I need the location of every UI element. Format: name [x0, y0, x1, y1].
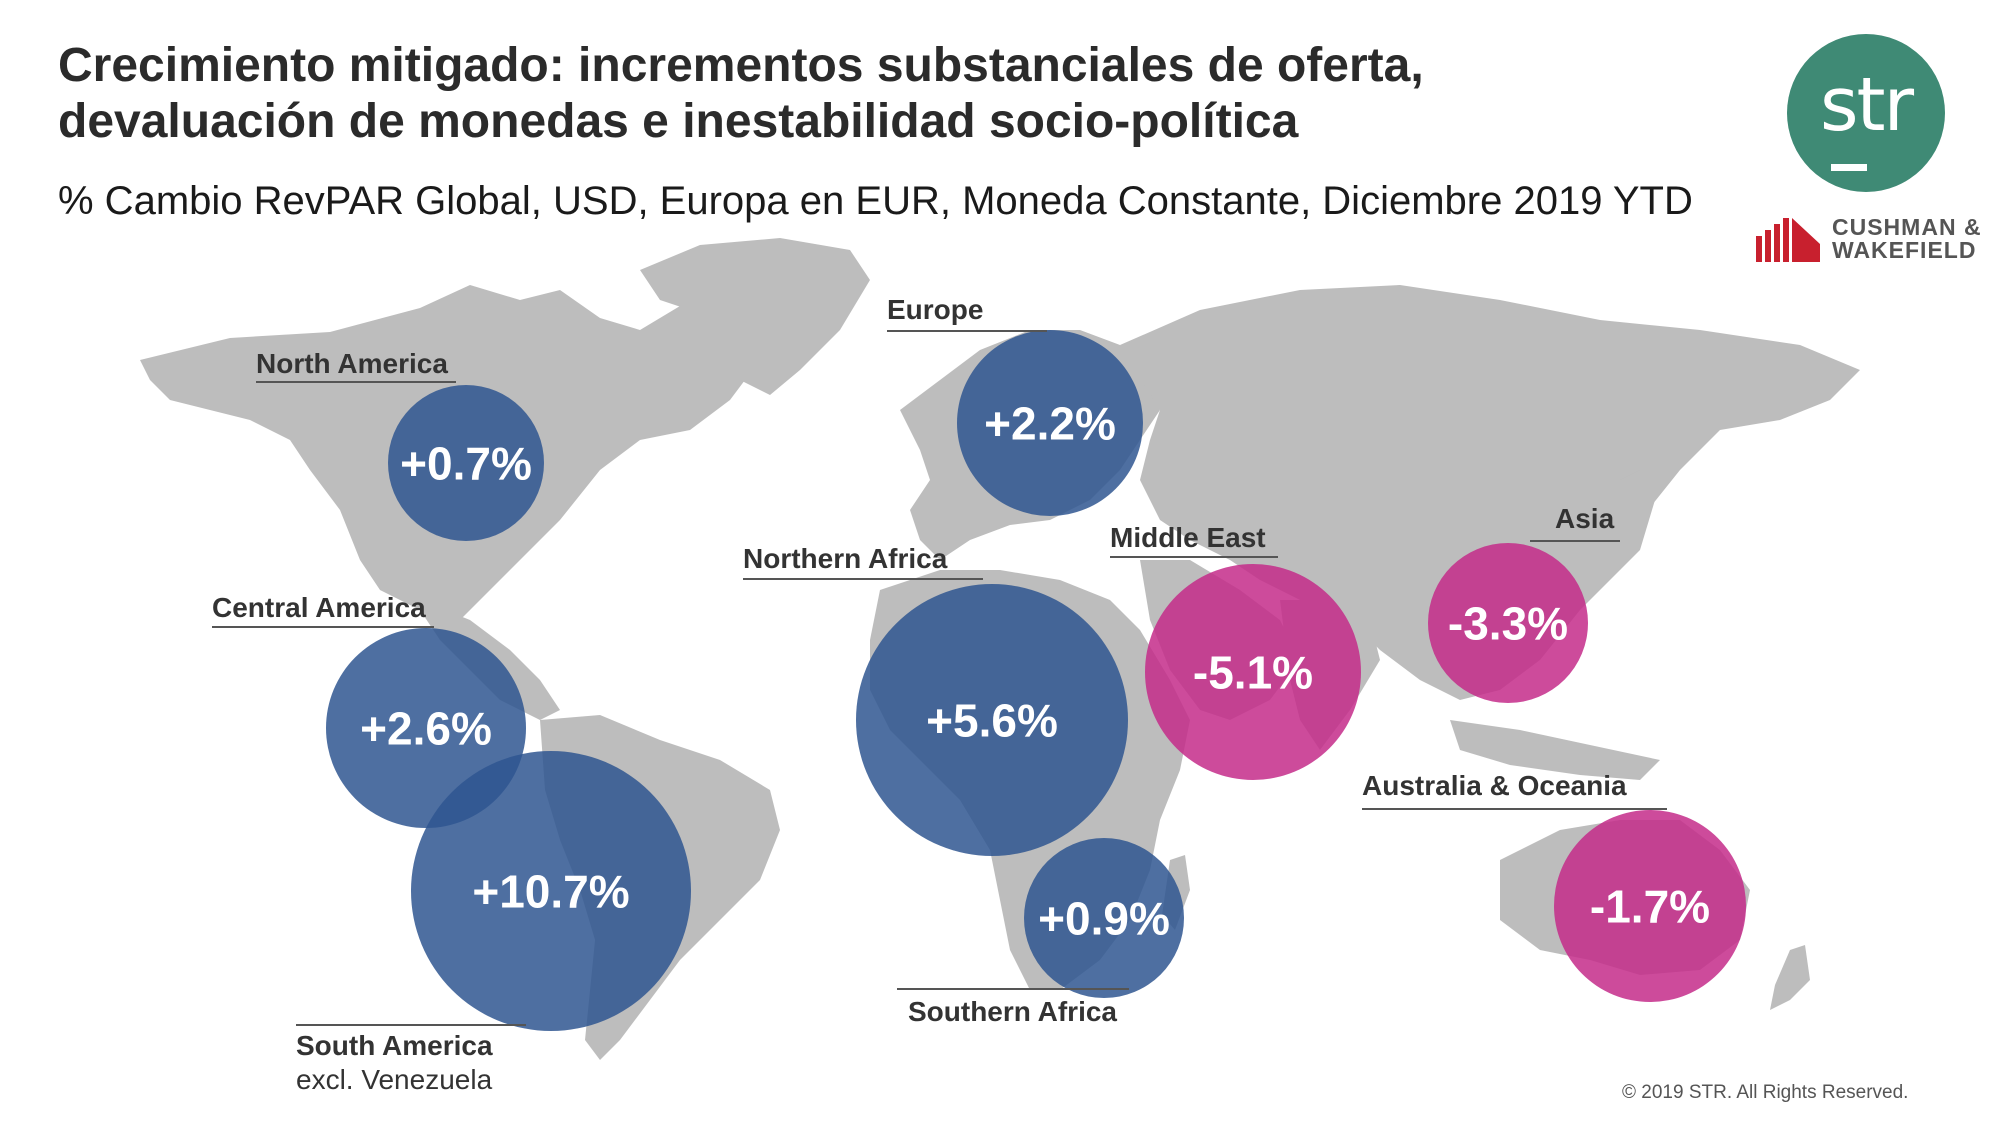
bubble-southern-africa — [1024, 838, 1184, 998]
southeast-asia-islands-land — [1450, 720, 1660, 780]
note-south-america: excl. Venezuela — [296, 1064, 493, 1095]
str-logo-underline — [1831, 164, 1867, 171]
leader-southern-africa — [897, 988, 1129, 990]
greenland-land — [640, 238, 870, 395]
value-northern-africa: +5.6% — [926, 695, 1058, 747]
copyright-notice: © 2019 STR. All Rights Reserved. — [1622, 1082, 1909, 1103]
value-asia: -3.3% — [1448, 598, 1568, 650]
label-europe: Europe — [887, 294, 984, 325]
cushman-wakefield-logo: CUSHMAN & WAKEFIELD — [1752, 214, 1992, 264]
bubble-europe — [957, 330, 1143, 516]
leader-central-america — [212, 626, 434, 628]
leader-north-america — [256, 381, 456, 383]
leader-middle-east — [1110, 556, 1278, 558]
label-central-america: Central America — [212, 592, 426, 623]
str-logo: str — [1787, 34, 1945, 192]
cw-line-2: WAKEFIELD — [1832, 237, 1977, 263]
label-australia-oceania: Australia & Oceania — [1362, 770, 1627, 801]
value-australia-oceania: -1.7% — [1590, 881, 1710, 933]
title-line-1: Crecimiento mitigado: incrementos substa… — [58, 39, 1424, 92]
cushman-wakefield-wordmark: CUSHMAN & WAKEFIELD — [1832, 216, 1997, 262]
leader-australia-oceania — [1362, 808, 1667, 810]
leader-northern-africa — [743, 578, 983, 580]
cushman-wakefield-mark-icon — [1756, 218, 1820, 262]
label-asia: Asia — [1555, 503, 1615, 534]
value-europe: +2.2% — [984, 398, 1116, 450]
label-south-america: South America — [296, 1030, 493, 1061]
subtitle: % Cambio RevPAR Global, USD, Europa en E… — [58, 179, 1693, 223]
title-line-2: devaluación de monedas e inestabilidad s… — [58, 95, 1299, 148]
leader-asia — [1530, 540, 1620, 542]
bubble-north-america — [388, 385, 544, 541]
str-logo-text: str — [1820, 62, 1914, 148]
value-north-america: +0.7% — [400, 438, 532, 490]
bubbles: +0.7% +2.2% +2.6% +10.7% +5.6% +0.9% -5.1% -3.3… — [326, 330, 1746, 1031]
page-title: Crecimiento mitigado: incrementos substa… — [58, 38, 1738, 150]
bubble-northern-africa — [856, 584, 1128, 856]
new-zealand-land — [1770, 945, 1810, 1010]
value-southern-africa: +0.9% — [1038, 893, 1170, 945]
leader-south-america — [296, 1024, 526, 1026]
japan-land — [1610, 470, 1655, 570]
label-north-america: North America — [256, 348, 448, 379]
bubble-south-america — [411, 751, 691, 1031]
value-central-america: +2.6% — [360, 703, 492, 755]
label-southern-africa: Southern Africa — [908, 996, 1117, 1027]
label-northern-africa: Northern Africa — [743, 543, 948, 574]
bubble-asia — [1428, 543, 1588, 703]
label-middle-east: Middle East — [1110, 522, 1266, 553]
bubble-middle-east — [1145, 564, 1361, 780]
value-middle-east: -5.1% — [1193, 647, 1313, 699]
value-south-america: +10.7% — [472, 866, 629, 918]
bubble-australia-oceania — [1554, 810, 1746, 1002]
cw-line-1: CUSHMAN & — [1832, 214, 1982, 240]
leader-europe — [887, 330, 1047, 332]
